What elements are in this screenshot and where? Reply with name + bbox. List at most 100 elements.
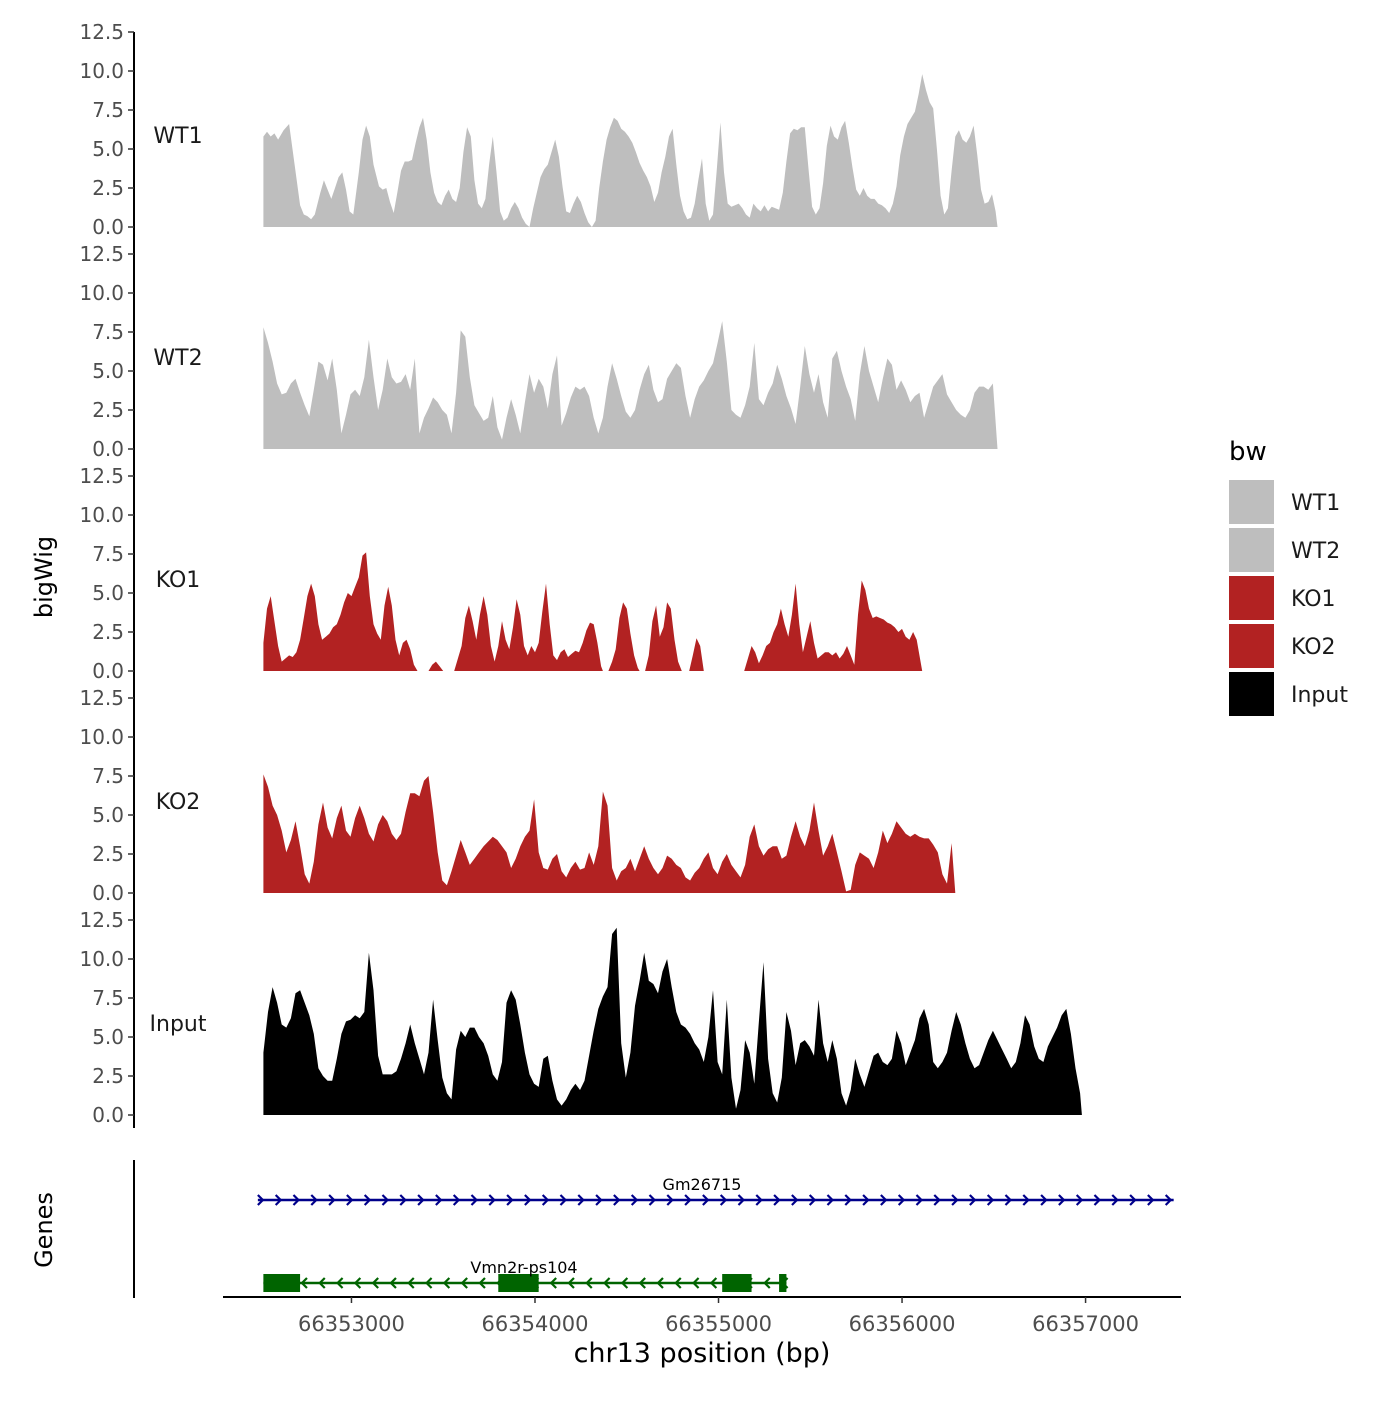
strand-arrow [300, 1277, 308, 1289]
strand-arrow [915, 1194, 924, 1206]
x-tick-label: 66357000 [1032, 1312, 1139, 1336]
strand-arrow [363, 1194, 372, 1206]
exon-block [498, 1274, 539, 1292]
strand-arrow [1147, 1194, 1155, 1206]
y-tick-label: 5.0 [92, 803, 124, 827]
legend-swatch [1229, 672, 1274, 716]
strand-arrow [1004, 1194, 1013, 1206]
legend-swatch [1229, 624, 1274, 668]
strand-arrow [567, 1277, 575, 1289]
y-tick-label: 12.5 [79, 464, 124, 488]
gene-vmn2r-ps104: Vmn2r-ps104 [263, 1258, 789, 1292]
legend-label: Input [1291, 683, 1348, 708]
strand-arrow [1111, 1194, 1119, 1206]
y-tick-label: 0.0 [92, 437, 124, 461]
strand-arrow [478, 1277, 486, 1289]
y-tick-label: 2.5 [92, 1064, 124, 1088]
y-tick-label: 5.0 [92, 581, 124, 605]
strand-arrow [353, 1277, 362, 1289]
strand-arrow [1075, 1194, 1084, 1206]
strand-arrow [880, 1194, 888, 1206]
y-tick-label: 10.0 [79, 281, 124, 305]
strand-arrow [1164, 1194, 1173, 1206]
track-label-ko2: KO2 [156, 790, 201, 815]
strand-arrow [595, 1194, 603, 1206]
exon-block [263, 1274, 301, 1292]
area-ko2 [263, 774, 956, 893]
y-tick-label: 7.5 [92, 542, 124, 566]
exon-block [779, 1274, 787, 1292]
y-tick-label: 0.0 [92, 215, 124, 239]
strand-arrow [470, 1194, 479, 1206]
strand-arrow [674, 1277, 682, 1289]
track-wt1: 0.0 2.5 5.0 7.5 10.0 12.5 WT1 [79, 20, 998, 254]
strand-arrow [702, 1194, 710, 1206]
y-tick-label: 12.5 [79, 908, 124, 932]
legend-swatch [1229, 576, 1274, 620]
track-label-input: Input [150, 1012, 207, 1037]
strand-arrow [719, 1194, 728, 1206]
strand-arrow [666, 1194, 674, 1206]
strand-arrow [791, 1194, 799, 1206]
legend-swatch [1229, 480, 1274, 524]
y-tick-label: 2.5 [92, 176, 124, 200]
strand-arrow [638, 1277, 646, 1289]
strand-arrow [737, 1194, 746, 1206]
legend-item-ko1: KO1 [1229, 576, 1336, 620]
strand-arrow [585, 1277, 593, 1289]
strand-arrow [524, 1194, 532, 1206]
strand-arrow [826, 1194, 835, 1206]
y-tick-label: 0.0 [92, 659, 124, 683]
strand-arrow [648, 1194, 657, 1206]
strand-arrow [692, 1277, 700, 1289]
strand-arrow [407, 1277, 415, 1289]
strand-arrow [442, 1277, 451, 1289]
strand-arrow [346, 1194, 354, 1206]
strand-arrow [951, 1194, 959, 1206]
track-label-wt2: WT2 [153, 346, 202, 371]
strand-arrow [417, 1194, 425, 1206]
y-tick-label: 10.0 [79, 725, 124, 749]
strand-arrow [620, 1277, 629, 1289]
strand-arrow [371, 1277, 379, 1289]
strand-arrow [763, 1277, 771, 1289]
strand-arrow [1040, 1194, 1048, 1206]
track-input: 0.0 2.5 5.0 7.5 10.0 12.5 Input [79, 908, 1082, 1128]
track-label-ko1: KO1 [156, 568, 201, 593]
x-tick-label: 66354000 [482, 1312, 589, 1336]
tracks-layer: 0.0 2.5 5.0 7.5 10.0 12.5 WT1 0.0 2.5 5.0 7.5 10.0 1… [79, 20, 1082, 1128]
strand-arrow [328, 1194, 336, 1206]
strand-arrow [1093, 1194, 1102, 1206]
strand-arrow [603, 1277, 611, 1289]
y-tick-label: 7.5 [92, 764, 124, 788]
gene-label: Vmn2r-ps104 [470, 1258, 577, 1277]
strand-arrow [862, 1194, 870, 1206]
legend: WT1 WT2 KO1 KO2 Input [1229, 480, 1348, 716]
y-tick-label: 0.0 [92, 881, 124, 905]
legend-label: KO1 [1291, 587, 1336, 612]
strand-arrow [1058, 1194, 1066, 1206]
genes-axis-title: Genes [30, 1192, 58, 1268]
strand-arrow [452, 1194, 461, 1206]
legend-label: KO2 [1291, 635, 1336, 660]
area-ko1 [263, 552, 923, 671]
y-tick-label: 12.5 [79, 242, 124, 266]
strand-arrow [897, 1194, 906, 1206]
strand-arrow [425, 1277, 433, 1289]
genes-layer: Gm26715 Vmn2r-ps104 [133, 1160, 1174, 1298]
legend-item-ko2: KO2 [1229, 624, 1336, 668]
strand-arrow [684, 1194, 692, 1206]
strand-arrow [389, 1277, 397, 1289]
strand-arrow [310, 1194, 318, 1206]
area-wt1 [263, 74, 998, 227]
legend-item-wt1: WT1 [1229, 480, 1340, 524]
strand-arrow [1022, 1194, 1030, 1206]
y-tick-label: 5.0 [92, 359, 124, 383]
strand-arrow [506, 1194, 514, 1206]
y-tick-label: 5.0 [92, 1025, 124, 1049]
strand-arrow [986, 1194, 995, 1206]
track-ko1: 0.0 2.5 5.0 7.5 10.0 12.5 KO1 [79, 464, 923, 698]
strand-arrow [656, 1277, 664, 1289]
legend-item-wt2: WT2 [1229, 528, 1340, 572]
y-tick-label: 7.5 [92, 986, 124, 1010]
